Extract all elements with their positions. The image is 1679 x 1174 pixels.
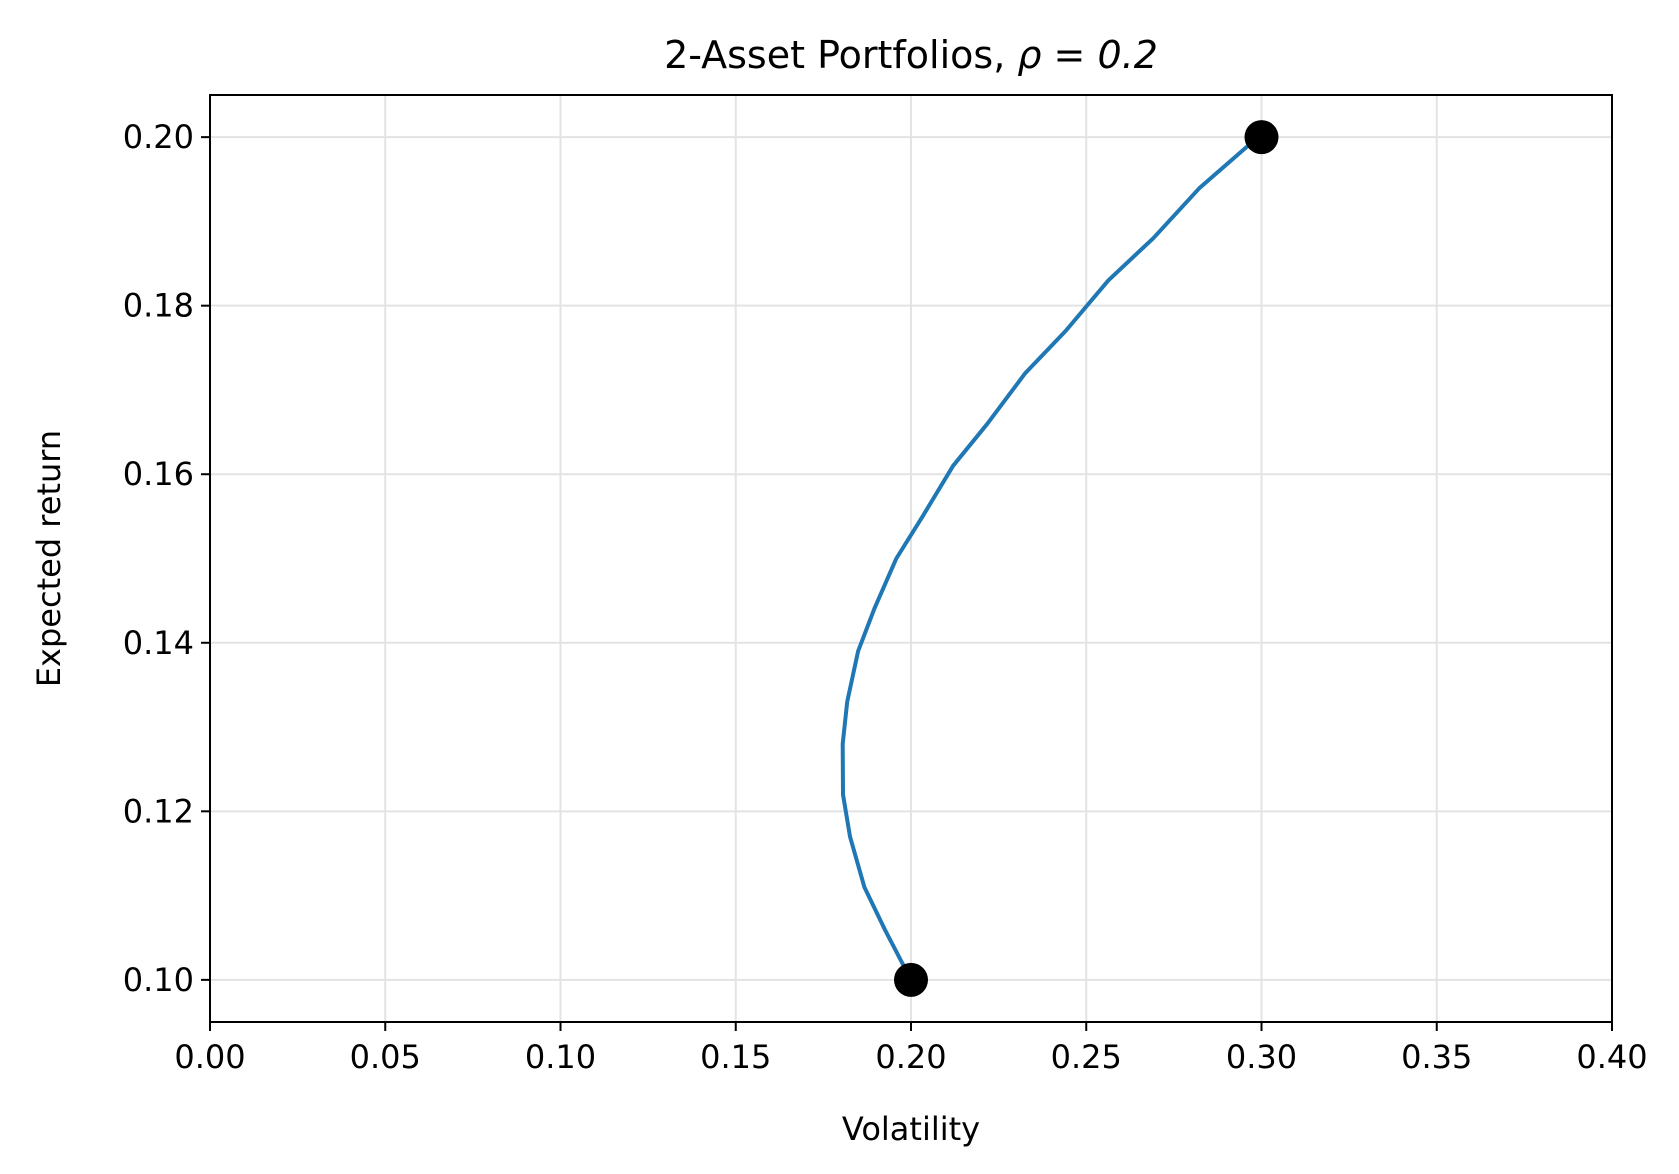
y-tick-label: 0.16 bbox=[123, 455, 194, 493]
asset-point bbox=[1244, 120, 1279, 155]
x-axis-label: Volatility bbox=[842, 1110, 980, 1148]
y-tick-label: 0.18 bbox=[123, 287, 194, 325]
x-tick-label: 0.20 bbox=[875, 1038, 946, 1076]
grid bbox=[209, 95, 1613, 1022]
x-tick-label: 0.30 bbox=[1226, 1038, 1297, 1076]
chart-title-text: 2-Asset Portfolios, bbox=[664, 33, 1017, 77]
x-tick-label: 0.25 bbox=[1051, 1038, 1122, 1076]
x-tick-label: 0.35 bbox=[1401, 1038, 1472, 1076]
y-tick-label: 0.14 bbox=[123, 624, 194, 662]
y-tick-label: 0.20 bbox=[123, 118, 194, 156]
plot-area bbox=[840, 120, 1279, 997]
x-tick-label: 0.10 bbox=[525, 1038, 596, 1076]
x-tick-label: 0.00 bbox=[174, 1038, 245, 1076]
y-axis-label: Expected return bbox=[30, 430, 68, 687]
chart-title-math: ρ = 0.2 bbox=[1017, 33, 1158, 77]
chart-title: 2-Asset Portfolios, ρ = 0.2 bbox=[664, 33, 1158, 77]
x-tick-label: 0.05 bbox=[350, 1038, 421, 1076]
x-tick-label: 0.15 bbox=[700, 1038, 771, 1076]
asset-point bbox=[894, 962, 928, 997]
ticks: 0.00 0.05 0.10 0.15 0.20 0.25 0.30 0.35 0.40 0.10… bbox=[123, 118, 1648, 1076]
y-tick-label: 0.10 bbox=[123, 961, 194, 999]
frontier-line bbox=[840, 135, 1264, 982]
y-tick-label: 0.12 bbox=[123, 792, 194, 830]
x-tick-label: 0.40 bbox=[1576, 1038, 1647, 1076]
